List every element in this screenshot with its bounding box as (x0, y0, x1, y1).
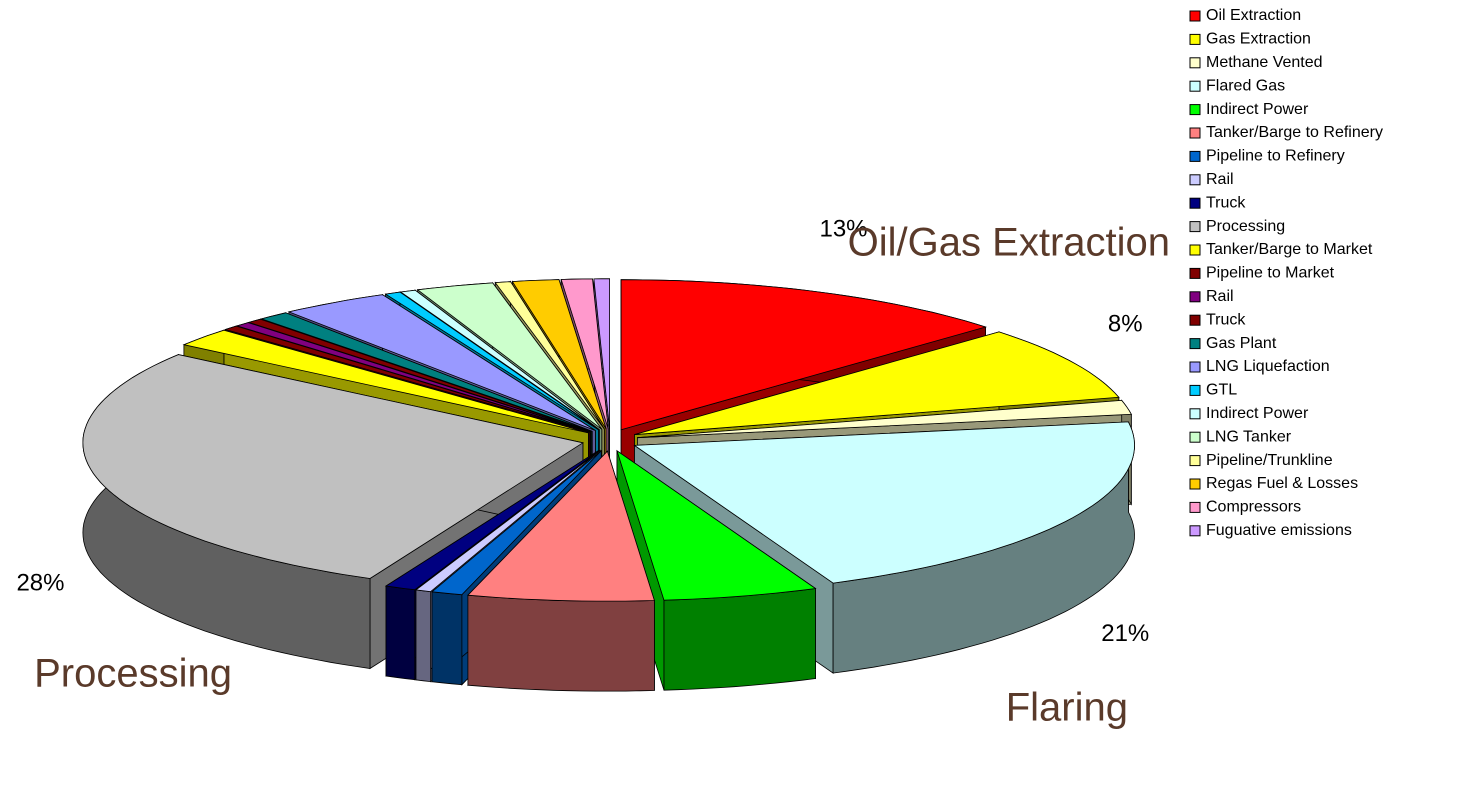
slice (287, 294, 596, 431)
slice (416, 282, 603, 430)
legend-label: LNG Tanker (1206, 428, 1292, 445)
legend-swatch (1189, 127, 1201, 139)
slice-side (431, 591, 463, 686)
legend-swatch (1189, 174, 1201, 186)
legend-swatch (1189, 384, 1201, 396)
slice (384, 449, 600, 591)
slice (247, 318, 592, 433)
legend-swatch (1189, 408, 1201, 420)
slice (260, 312, 593, 432)
legend-label: Pipeline to Market (1206, 265, 1335, 282)
legend-swatch (1189, 361, 1201, 373)
annotation: Processing (34, 652, 232, 696)
legend-label: Flared Gas (1206, 77, 1285, 94)
legend-label: Compressors (1206, 499, 1301, 516)
value-label: 8% (1108, 311, 1143, 338)
legend-label: Processing (1206, 218, 1285, 235)
legend-label: LNG Liquefaction (1206, 358, 1330, 375)
legend-label: Gas Plant (1206, 335, 1277, 352)
legend-swatch (1189, 525, 1201, 537)
legend-swatch (1189, 57, 1201, 69)
slice (620, 279, 988, 431)
legend-swatch (1189, 314, 1201, 326)
slice (560, 278, 609, 429)
slice-side (663, 588, 816, 691)
slice (633, 421, 1135, 584)
legend-label: Tanker/Barge to Refinery (1206, 124, 1383, 141)
value-label: 21% (1101, 620, 1149, 647)
slice (616, 449, 817, 601)
legend-label: Tanker/Barge to Market (1206, 241, 1373, 258)
legend-label: Gas Extraction (1206, 31, 1311, 48)
slice (634, 331, 1120, 435)
slice (384, 291, 599, 431)
slice-side (385, 585, 416, 681)
legend-label: Pipeline to Refinery (1206, 148, 1345, 165)
slice (399, 289, 600, 431)
slice (182, 329, 589, 434)
legend-label: Indirect Power (1206, 405, 1309, 422)
legend-swatch (1189, 10, 1201, 22)
legend-swatch (1189, 197, 1201, 209)
slice (494, 281, 605, 430)
slice (414, 450, 601, 593)
slice (511, 279, 607, 430)
legend-label: Truck (1206, 311, 1246, 328)
legend-label: Indirect Power (1206, 101, 1309, 118)
legend-label: Rail (1206, 288, 1234, 305)
slice (637, 399, 1132, 439)
slice (593, 278, 610, 429)
legend-label: Truck (1206, 194, 1246, 211)
legend-swatch (1189, 80, 1201, 92)
legend-swatch (1189, 33, 1201, 45)
slice-side (467, 594, 655, 692)
slice (467, 450, 655, 602)
legend-label: GTL (1206, 382, 1237, 399)
legend-swatch (1189, 455, 1201, 467)
legend-label: Methane Vented (1206, 54, 1323, 71)
legend-label: Rail (1206, 171, 1234, 188)
legend-label: Pipeline/Trunkline (1206, 452, 1333, 469)
slice-side (415, 589, 432, 683)
slice (82, 354, 584, 579)
legend-swatch (1189, 501, 1201, 513)
legend-swatch (1189, 338, 1201, 350)
legend-swatch (1189, 267, 1201, 279)
legend-label: Oil Extraction (1206, 7, 1301, 24)
legend-swatch (1189, 104, 1201, 116)
legend-label: Fuguative emissions (1206, 522, 1352, 539)
legend-label: Regas Fuel & Losses (1206, 475, 1358, 492)
legend-swatch (1189, 221, 1201, 233)
slice (431, 450, 602, 596)
annotation: Flaring (1006, 686, 1128, 730)
legend-swatch (1189, 150, 1201, 162)
legend-swatch (1189, 291, 1201, 303)
legend-swatch (1189, 244, 1201, 256)
slice (224, 325, 591, 433)
value-label: 13% (819, 216, 867, 243)
annotation: Oil/Gas Extraction (848, 221, 1170, 265)
legend-swatch (1189, 431, 1201, 443)
value-label: 28% (16, 569, 64, 596)
legend-swatch (1189, 478, 1201, 490)
